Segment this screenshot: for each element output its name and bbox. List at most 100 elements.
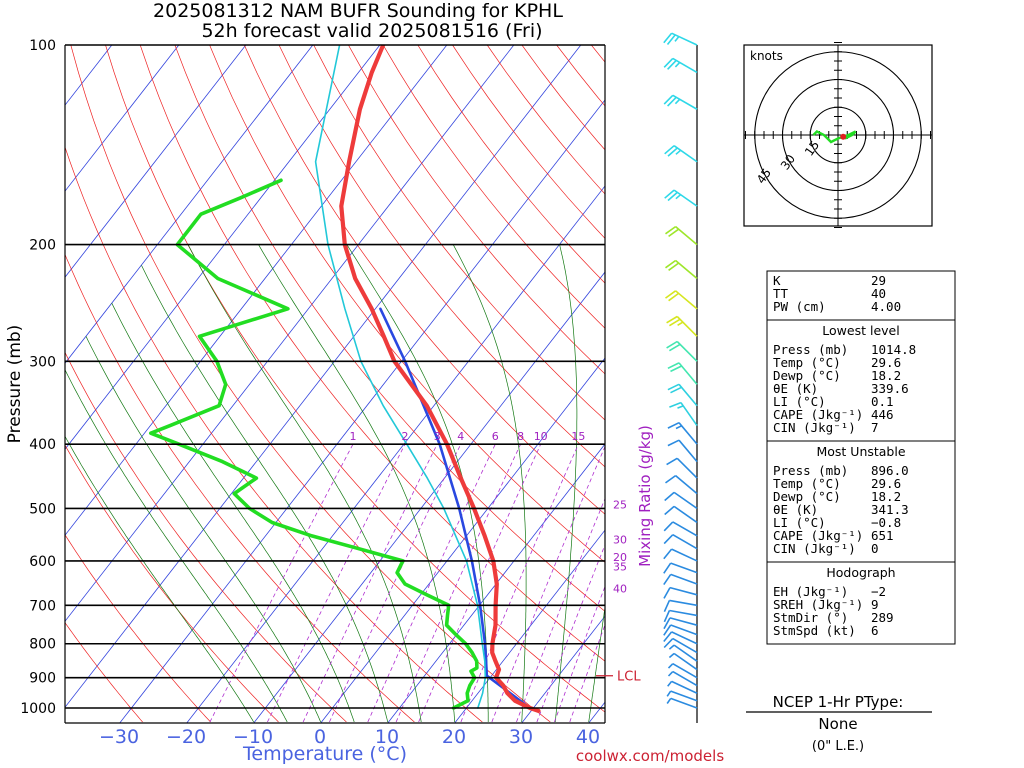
wind-barb-flag [665,259,677,269]
wind-barb-flag [667,680,673,687]
wind-barb-flag [666,690,672,697]
index-label: CAPE (Jkg⁻¹) [773,528,863,543]
mixing-ratio-label: 40 [613,583,627,596]
lcl-label: LCL [617,670,641,685]
wind-barb [663,637,698,654]
wind-barb [668,644,698,662]
wind-barb-flag [663,573,672,586]
wind-barb-flag [666,340,678,349]
isotherm-line [65,45,180,192]
wind-barb [663,599,698,613]
index-value: 0.1 [871,394,894,409]
index-value: 0 [871,541,879,556]
wind-barb [663,521,698,537]
wind-barb-staff [670,697,698,709]
wind-barb-flag [677,321,684,326]
pressure-tick-label: 200 [29,238,56,254]
index-label: θE (K) [773,502,818,517]
mixing-ratio-line [491,445,605,723]
ptype-note: (0" L.E.) [812,739,864,754]
mixing-ratio-label: 30 [613,534,627,547]
wind-barb-staff [669,599,698,607]
wind-barb [667,680,698,694]
temperature-tick-label: −20 [166,726,206,748]
index-value: 18.2 [871,489,901,504]
dry-adiabat-line [313,45,605,421]
dry-adiabat-line [65,622,143,723]
moist-adiabat-line [111,302,355,723]
wind-barb-flag [666,315,678,324]
index-label: LI (°C) [773,515,826,530]
index-label: Dewp (°C) [773,368,841,383]
wind-barb-flag [663,32,673,44]
mixing-ratio-label: 3 [434,430,441,443]
index-label: EH (Jkg⁻¹) [773,584,848,599]
wind-barb [667,421,698,445]
wind-barb-flag [665,474,677,484]
y-axis-label: Pressure (mb) [5,325,25,444]
wind-barb-flag [668,262,680,271]
mixing-ratio-line [209,444,354,723]
moist-adiabat-line [141,265,389,723]
index-label: CIN (Jkg⁻¹) [773,541,856,556]
wind-barb-staff [669,586,698,596]
wind-barbs [663,32,698,723]
wind-barb-flag [664,505,675,516]
wind-barb-staff [669,617,698,626]
chart-title-line1: 2025081312 NAM BUFR Sounding for KPHL [153,0,563,22]
wind-barb-flag [667,191,678,202]
wind-barb-staff [673,505,698,524]
wind-barb-flag [677,405,684,409]
wind-barb-flag [674,61,681,68]
dry-adiabat-line [105,45,605,713]
dry-adiabat-line [417,45,605,284]
mixing-ratio-line [329,444,462,723]
index-label: CIN (Jkg⁻¹) [773,420,856,435]
dry-adiabat-line [65,534,211,723]
pressure-tick-label: 400 [29,437,56,453]
dry-adiabat-line [70,45,551,723]
mixing-ratio-line [418,444,542,723]
isotherm-line [253,271,605,723]
wind-barb-staff [672,534,698,550]
wind-barb-staff [673,189,698,207]
wind-barb-flag [667,421,680,429]
wind-barb-flag [670,386,682,394]
index-value: 1014.8 [871,342,916,357]
indices-panel: K 29 TT 40 PW (cm) 4.00 Lowest level Press (mb)… [766,270,956,645]
wind-barb-flag [663,638,674,649]
wind-barb [667,663,698,679]
isotherm-line [65,45,515,622]
wind-barb-staff [670,573,698,585]
wind-barb-flag [666,697,672,704]
wind-barb-flag [663,624,672,636]
isotherm-line [65,45,448,536]
index-label: K [773,273,781,288]
wind-barb [663,573,698,586]
wind-barb [664,145,698,163]
index-label: LI (°C) [773,394,826,409]
wind-barb-flag [668,228,680,238]
wind-barb-flag [663,57,674,68]
dry-adiabat-line [65,253,415,723]
pressure-tick-label: 1000 [20,701,56,717]
index-value: −2 [871,584,886,599]
wind-barb [663,548,698,562]
wind-barb-staff [673,491,698,510]
index-label: TT [773,286,789,301]
mixing-ratio-label: 1 [350,430,357,443]
moist-adiabat-line [85,336,322,723]
wind-barb-flag [664,145,675,155]
wind-barb-staff [672,670,698,687]
wind-barb [663,609,698,623]
hodograph-label: knots [750,49,783,63]
temperature-tick-label: 0 [314,726,326,748]
wind-barb-flag [674,98,681,105]
temperature-tick-label: −10 [233,726,273,748]
wind-barb-staff [672,663,698,679]
index-value: 9 [871,597,879,612]
isotherm-line [65,45,582,708]
pressure-tick-label: 500 [29,501,56,517]
wind-barb [667,383,698,407]
